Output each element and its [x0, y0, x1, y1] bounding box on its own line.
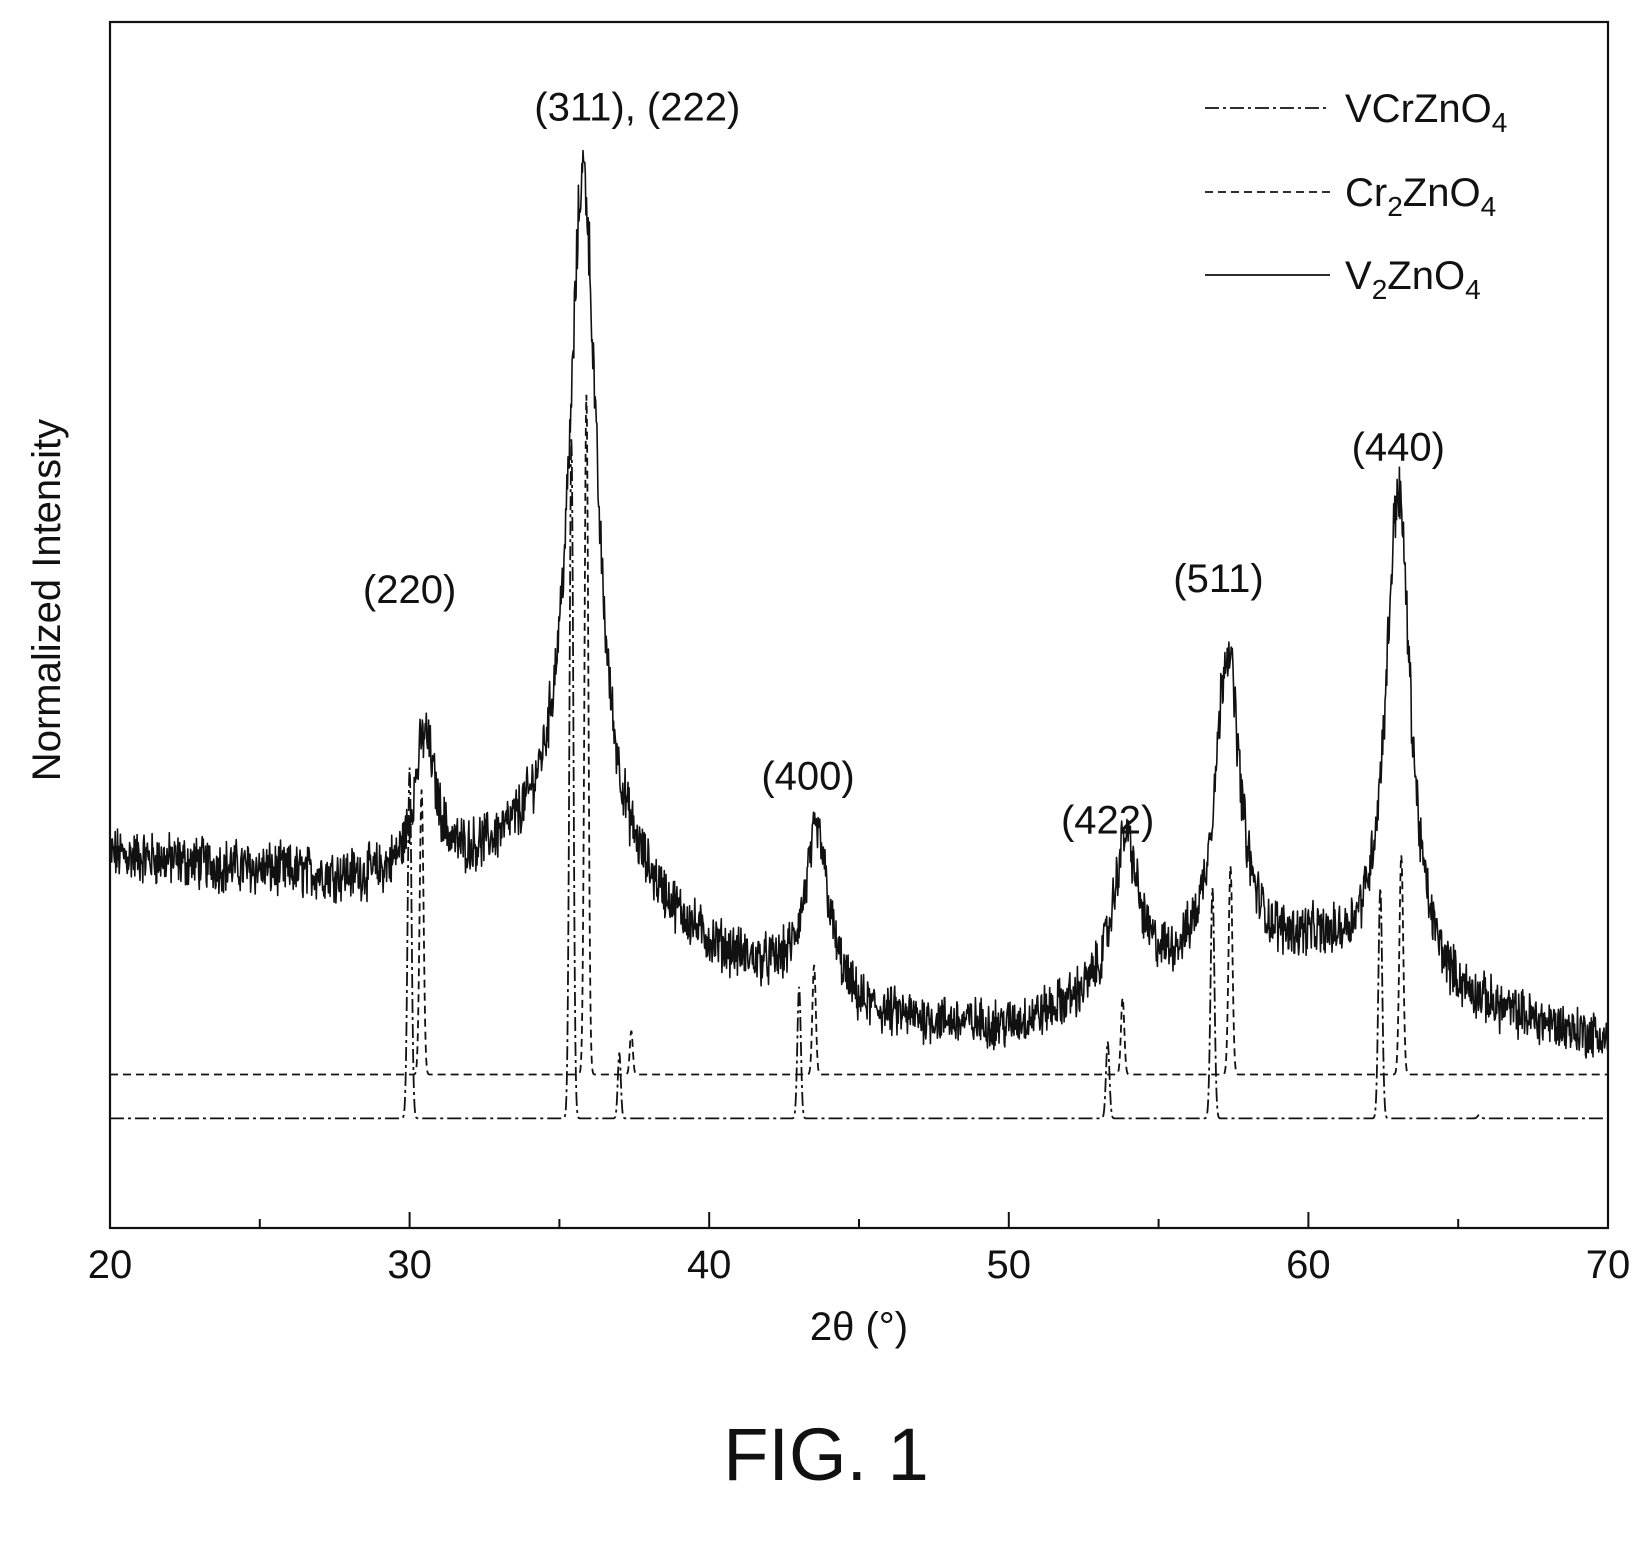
peak-label: (311), (222) — [534, 86, 740, 130]
series-line-vcrzno4 — [110, 438, 1608, 1120]
axes: 20 30 40 50 60 70 2θ (°) Normalized Intensity — [25, 419, 1630, 1349]
x-tick-label: 20 — [88, 1243, 133, 1287]
legend-label-v2zno4: V2ZnO4 — [1345, 254, 1481, 305]
peak-label: (422) — [1061, 798, 1154, 842]
figure-caption: FIG. 1 — [723, 1413, 929, 1496]
x-axis-label: 2θ (°) — [810, 1305, 908, 1349]
peak-label: (440) — [1352, 426, 1445, 470]
x-tick-label: 40 — [687, 1243, 732, 1287]
legend-label-cr2zno4: Cr2ZnO4 — [1345, 171, 1496, 222]
peak-label: (220) — [363, 568, 456, 612]
peak-annotations: (220) (311), (222) (400) (422) (511) (440) — [363, 86, 1445, 843]
peak-label: (400) — [761, 754, 854, 798]
peak-label: (511) — [1173, 557, 1263, 601]
legend-label-vcrzno4: VCrZnO4 — [1345, 87, 1507, 138]
x-tick-label: 60 — [1286, 1243, 1331, 1287]
x-tick-label: 70 — [1586, 1243, 1631, 1287]
series-line-cr2zno4 — [110, 394, 1608, 1076]
x-tick-label: 50 — [987, 1243, 1032, 1287]
series-layer — [109, 149, 1609, 1120]
series-line-v2zno4 — [109, 149, 1609, 1059]
x-tick-label: 30 — [387, 1243, 432, 1287]
legend: VCrZnO4 Cr2ZnO4 V2ZnO4 — [1205, 87, 1507, 305]
y-axis-label: Normalized Intensity — [25, 419, 69, 781]
